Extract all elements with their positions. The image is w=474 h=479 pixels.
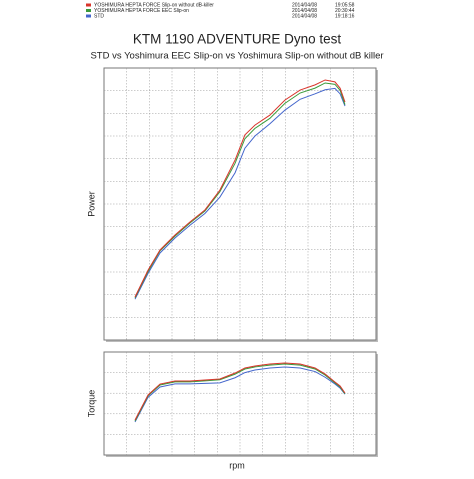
y-axis-label: Power	[86, 191, 96, 217]
series-line	[134, 366, 346, 423]
legend-time: 19:05:58	[335, 2, 355, 8]
chart-title: KTM 1190 ADVENTURE Dyno test	[133, 32, 342, 47]
legend-date: 2014/04/08	[292, 13, 317, 19]
series-line	[134, 82, 346, 299]
chart-subtitle: STD vs Yoshimura EEC Slip-on vs Yoshimur…	[90, 51, 383, 62]
legend-date: 2014/04/08	[292, 2, 317, 8]
y-axis-label: Torque	[86, 390, 96, 418]
x-axis-label: rpm	[229, 460, 245, 470]
legend-time: 20:30:44	[335, 8, 355, 14]
legend-swatch	[86, 9, 91, 12]
legend-label: YOSHIMURA HEPTA FORCE EEC Slip-on	[94, 8, 189, 14]
legend-label: YOSHIMURA HEPTA FORCE Slip-on without dB…	[94, 2, 214, 8]
series-line	[134, 363, 346, 422]
series-line	[134, 79, 346, 298]
legend-time: 19:18:16	[335, 13, 355, 19]
legend-date: 2014/04/08	[292, 8, 317, 14]
legend-label: STD	[94, 13, 104, 19]
series-line	[134, 362, 346, 421]
series-line	[134, 87, 346, 300]
legend-swatch	[86, 14, 91, 18]
legend-swatch	[86, 3, 91, 7]
